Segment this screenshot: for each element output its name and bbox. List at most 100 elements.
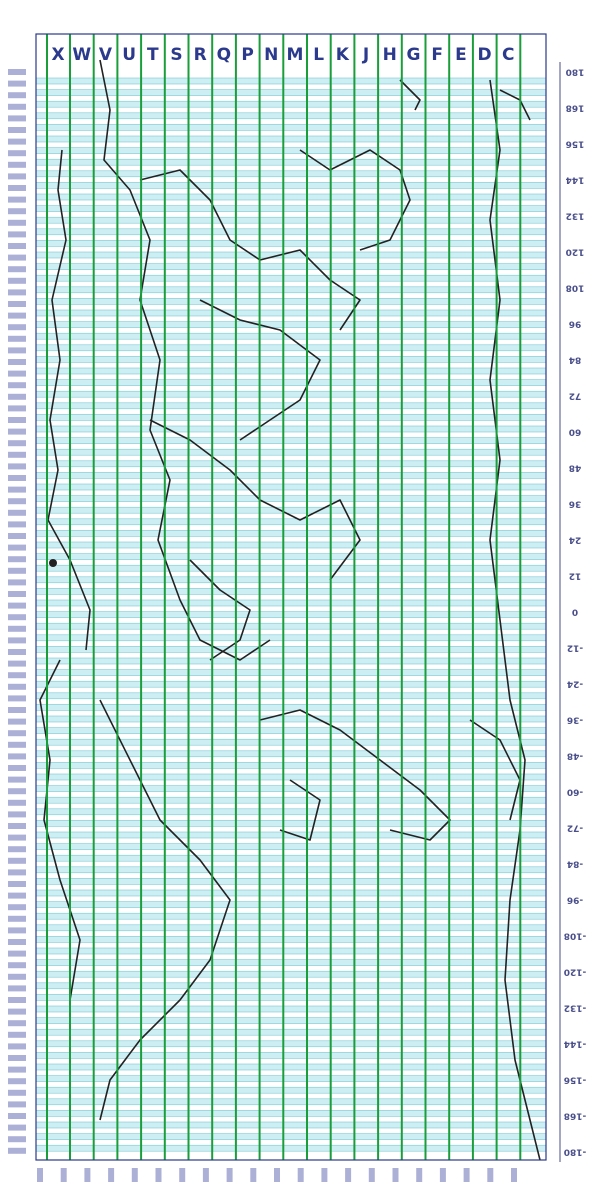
column-letter: P [241, 45, 253, 65]
latitude-band [35, 483, 547, 491]
row-label-mark [8, 196, 26, 203]
latitude-band [35, 286, 547, 294]
row-label-mark [8, 625, 26, 632]
row-label-mark [8, 231, 26, 238]
degree-scale-label: -72 [567, 823, 583, 833]
degree-scale-label: -156 [564, 1075, 587, 1085]
latitude-band [35, 309, 547, 317]
row-label-mark [8, 80, 26, 87]
latitude-band [35, 959, 547, 966]
degree-scale-label: 96 [569, 319, 582, 329]
latitude-band [35, 414, 547, 421]
row-label-mark [8, 811, 26, 818]
degree-scale-label: -24 [567, 679, 583, 689]
latitude-band [35, 680, 547, 688]
latitude-band [35, 356, 547, 363]
coastline-segment [47, 149, 91, 651]
row-label-mark [8, 254, 26, 261]
column-letter: Q [217, 45, 231, 65]
latitude-band [35, 843, 547, 850]
latitude-band [35, 1017, 547, 1024]
row-label-mark [8, 927, 26, 934]
latitude-band [35, 518, 547, 526]
row-label-mark [8, 382, 26, 389]
column-label-mark [60, 1168, 67, 1182]
latitude-band [35, 854, 547, 862]
latitude-band [35, 460, 547, 468]
column-label-mark [37, 1168, 43, 1182]
latitude-band [35, 762, 547, 769]
row-label-mark [8, 103, 26, 110]
degree-scale-label: -12 [567, 643, 583, 653]
row-label-mark [8, 823, 26, 829]
degree-scale-label: -60 [567, 787, 583, 797]
row-label-mark [8, 1043, 26, 1050]
row-label-mark [8, 208, 26, 215]
latitude-band [35, 1121, 547, 1129]
latitude-band [35, 205, 547, 212]
latitude-band [35, 506, 547, 514]
latitude-band [35, 576, 547, 584]
row-label-mark [8, 393, 26, 400]
latitude-band [35, 634, 547, 642]
degree-scale-label: -48 [567, 751, 583, 761]
latitude-band [35, 124, 547, 131]
latitude-band [35, 367, 547, 375]
row-label-mark [8, 475, 26, 481]
row-label-mark [8, 521, 26, 528]
row-label-mark [8, 857, 26, 864]
degree-scale-label: -96 [567, 895, 583, 905]
latitude-band [35, 889, 547, 897]
degree-scale-label: 168 [566, 103, 585, 113]
latitude-band [35, 1144, 547, 1152]
column-label-mark [84, 1168, 91, 1182]
degree-scale-label: 132 [566, 211, 585, 221]
latitude-band [35, 228, 547, 236]
latitude-band [35, 472, 547, 479]
row-label-mark [8, 440, 26, 447]
row-label-mark [8, 138, 26, 145]
column-letter: V [99, 45, 113, 65]
column-letter: X [51, 45, 64, 65]
latitude-band [35, 901, 547, 908]
row-label-mark [8, 799, 26, 806]
row-label-mark [8, 834, 26, 841]
row-label-mark [8, 533, 26, 539]
latitude-band [35, 541, 547, 549]
row-label-mark [8, 451, 26, 458]
row-label-mark [8, 939, 26, 945]
degree-scale-label: -144 [564, 1039, 587, 1049]
row-label-mark [8, 985, 26, 992]
column-letter: D [478, 45, 492, 65]
row-label-mark [8, 660, 26, 667]
degree-scale-label: -36 [567, 715, 583, 725]
column-label-mark [274, 1168, 280, 1182]
coastline-segment [489, 79, 541, 1161]
row-label-mark [8, 150, 26, 157]
row-label-mark [8, 405, 26, 412]
latitude-band [35, 727, 547, 734]
latitude-band [35, 646, 547, 653]
row-label-mark [8, 1089, 26, 1096]
latitude-band [35, 982, 547, 990]
latitude-band [35, 89, 547, 96]
row-label-mark [8, 370, 26, 377]
latitude-band [35, 240, 547, 247]
row-label-mark [8, 1124, 26, 1131]
latitude-band [35, 379, 547, 386]
row-label-mark [8, 301, 26, 307]
degree-scale-label: -108 [564, 931, 587, 941]
row-label-mark [8, 695, 26, 702]
vertical-grid-lines [46, 34, 522, 1160]
right-degree-scale: 18016815614413212010896847260483624120-1… [559, 62, 587, 1162]
row-label-mark [8, 92, 26, 99]
row-label-mark [8, 347, 26, 354]
row-label-mark [8, 173, 26, 180]
latitude-band [35, 669, 547, 676]
degree-scale-label: 108 [566, 283, 585, 293]
latitude-band [35, 970, 547, 978]
row-label-mark [8, 1031, 26, 1038]
row-label-mark [8, 1136, 26, 1143]
latitude-band [35, 1133, 547, 1140]
row-label-mark [8, 1066, 26, 1073]
